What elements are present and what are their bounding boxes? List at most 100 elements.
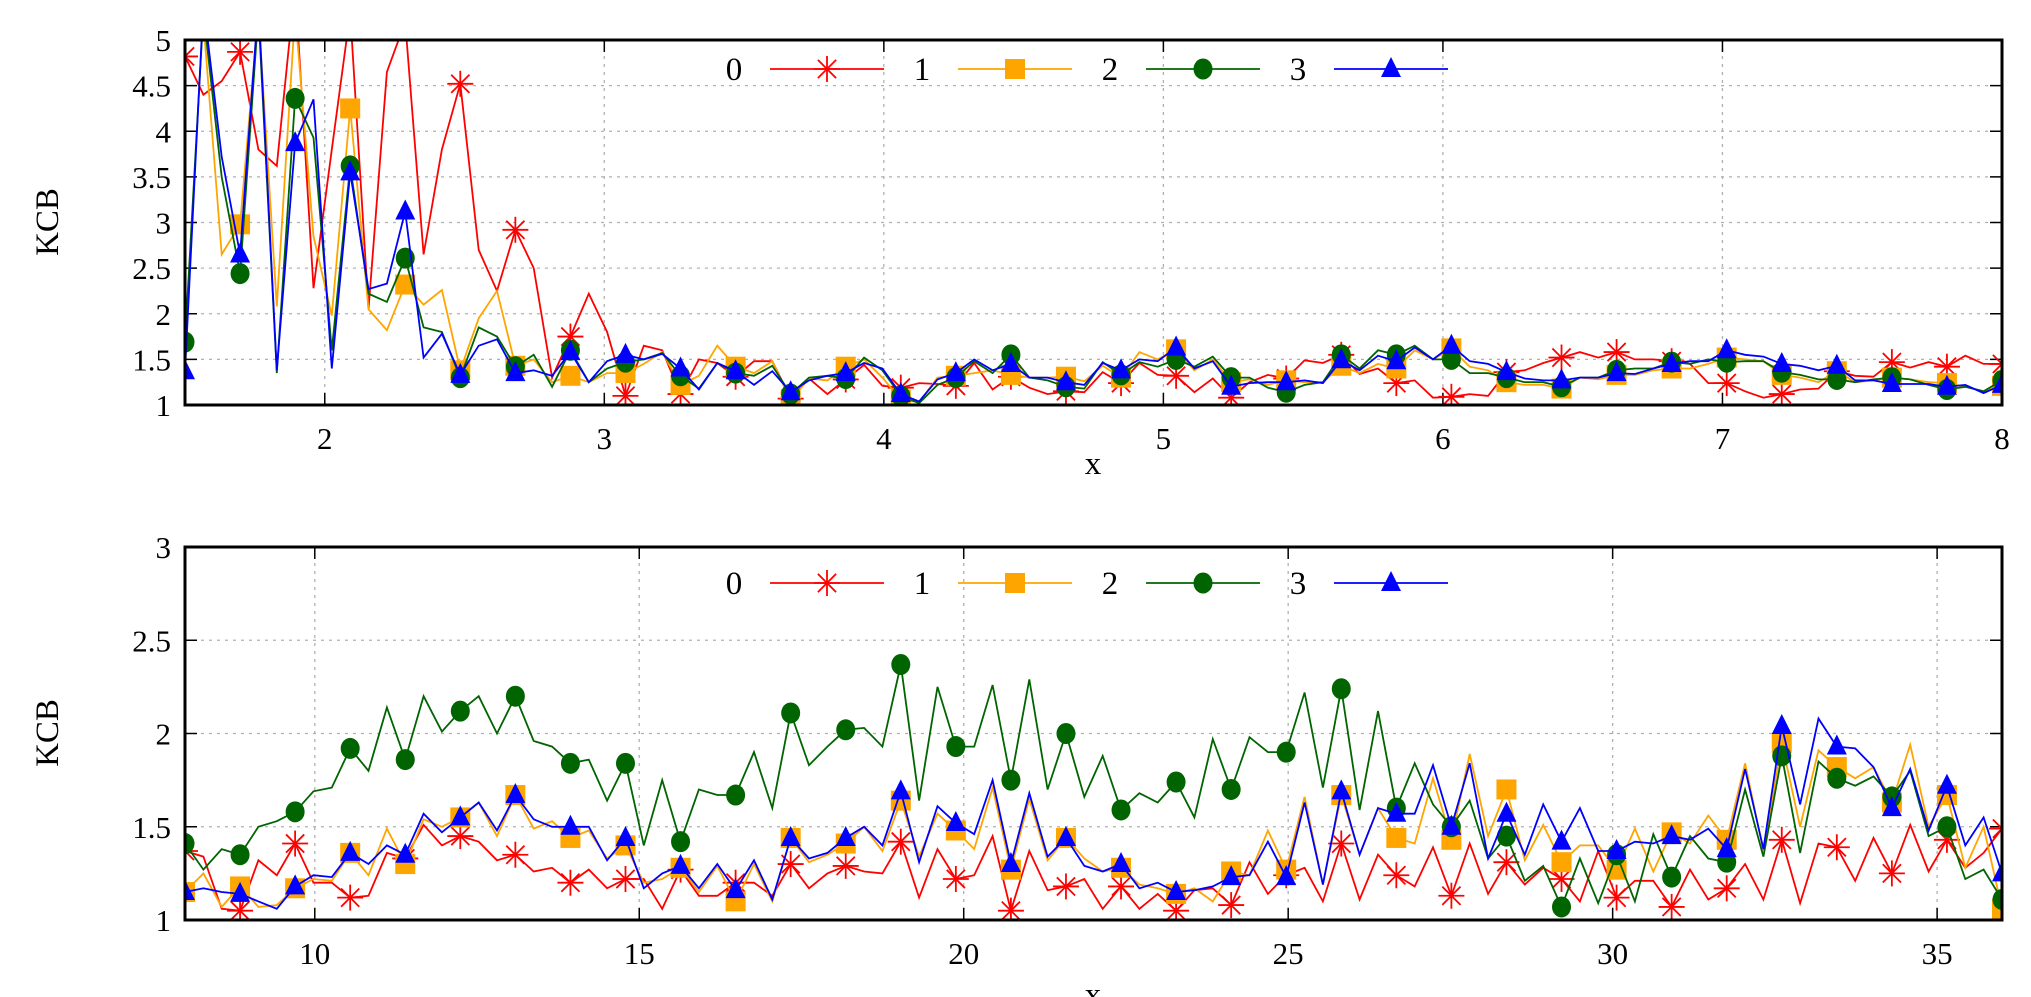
x-tick-label: 2: [317, 421, 333, 456]
series-line-3: [185, 40, 2002, 403]
data-point-0: [557, 869, 584, 896]
data-point-0: [1438, 882, 1465, 909]
legend-marker-3: [1381, 571, 1401, 591]
circle-shape: [1193, 572, 1213, 594]
circle-shape: [836, 719, 856, 741]
data-point-2: [1937, 816, 1957, 838]
data-point-0: [392, 9, 418, 35]
data-point-3: [1331, 779, 1352, 800]
data-point-1: [340, 98, 361, 119]
triangle-shape: [890, 382, 911, 403]
data-point-0: [1989, 815, 2002, 842]
data-point-2: [781, 702, 801, 724]
x-tick-label: 10: [299, 936, 330, 971]
triangle-shape: [1111, 852, 1132, 873]
asterisk-stroke: [1661, 897, 1682, 917]
square-shape: [1551, 852, 1572, 873]
asterisk-stroke: [1992, 827, 2002, 839]
asterisk-stroke: [1111, 876, 1131, 897]
data-point-1: [1551, 852, 1572, 873]
circle-shape: [450, 700, 470, 722]
data-point-0: [502, 216, 529, 243]
asterisk-stroke: [230, 900, 250, 920]
triangle-shape: [835, 361, 856, 382]
triangle-shape: [340, 160, 361, 181]
y-tick-label: 5: [156, 23, 172, 58]
data-point-3: [670, 356, 691, 377]
legend-label-3: 3: [1290, 52, 1307, 88]
circle-shape: [1992, 888, 2002, 910]
data-point-2: [505, 685, 525, 707]
asterisk-stroke: [185, 46, 195, 58]
data-point-1: [175, 12, 195, 32]
triangle-shape: [1936, 374, 1957, 395]
triangle-shape: [1936, 773, 1957, 794]
square-shape: [1606, 859, 1627, 880]
asterisk-stroke: [1386, 865, 1407, 885]
legend-marker-1: [1005, 59, 1025, 79]
triangle-shape: [1992, 372, 2002, 393]
y-tick-label: 1: [156, 388, 172, 423]
data-point-2: [1827, 767, 1847, 789]
asterisk-stroke: [185, 849, 195, 861]
data-point-3: [450, 805, 471, 826]
legend-label-3: 3: [1290, 566, 1307, 602]
data-point-3: [1881, 372, 1902, 393]
data-point-0: [832, 852, 859, 879]
data-point-0: [1768, 381, 1795, 405]
asterisk-stroke: [1441, 886, 1462, 906]
data-point-0: [1878, 860, 1905, 887]
data-point-0: [337, 884, 364, 911]
asterisk-stroke: [185, 55, 195, 67]
data-point-2: [230, 263, 250, 285]
data-point-0: [502, 841, 529, 868]
data-point-3: [395, 842, 416, 863]
data-point-3: [1111, 852, 1132, 873]
data-point-3: [230, 242, 251, 263]
y-tick-label: 2: [156, 297, 172, 332]
data-point-2: [891, 653, 911, 675]
asterisk-stroke: [1772, 384, 1792, 404]
data-point-3: [560, 814, 581, 835]
legend-marker-1: [1005, 573, 1025, 593]
data-point-1: [1496, 779, 1517, 800]
square-shape: [340, 98, 361, 119]
data-point-1: [1606, 859, 1627, 880]
circle-shape: [185, 833, 195, 855]
top-plot: KCB x 1 1.5 2 2.5 3 3.5 4 4.5 5 2 3 4 5 6 7 8 0 1 2 3: [30, 9, 2010, 482]
data-point-3: [340, 160, 361, 181]
triangle-shape: [1606, 361, 1627, 382]
circle-shape: [1331, 678, 1351, 700]
series-layer: [175, 9, 2002, 405]
data-point-3: [560, 340, 581, 361]
triangle-shape: [1166, 335, 1187, 356]
data-point-2: [395, 749, 415, 771]
triangle-shape: [1221, 865, 1242, 886]
data-point-0: [612, 865, 639, 892]
data-point-2: [1331, 678, 1351, 700]
data-point-2: [1496, 825, 1516, 847]
triangle-shape: [1055, 370, 1076, 391]
data-point-2: [1056, 723, 1076, 744]
triangle-shape: [1771, 351, 1792, 372]
data-point-0: [1052, 873, 1079, 900]
data-point-0: [942, 865, 969, 892]
data-point-3: [1716, 338, 1737, 359]
circle-shape: [671, 831, 691, 853]
x-tick-label: 25: [1273, 936, 1304, 971]
triangle-shape: [505, 783, 526, 804]
square-shape: [1005, 59, 1025, 79]
data-point-3: [725, 359, 746, 380]
data-point-0: [1163, 362, 1190, 389]
data-point-0: [1658, 893, 1685, 920]
data-point-0: [1713, 370, 1740, 397]
data-point-1: [560, 365, 581, 386]
data-point-0: [282, 830, 309, 857]
triangle-shape: [1276, 865, 1297, 886]
triangle-shape: [285, 874, 306, 895]
x-tick-label: 15: [624, 936, 655, 971]
triangle-shape: [1000, 351, 1021, 372]
data-point-0: [1218, 892, 1245, 919]
square-shape: [1005, 573, 1025, 593]
circle-shape: [1221, 778, 1241, 800]
